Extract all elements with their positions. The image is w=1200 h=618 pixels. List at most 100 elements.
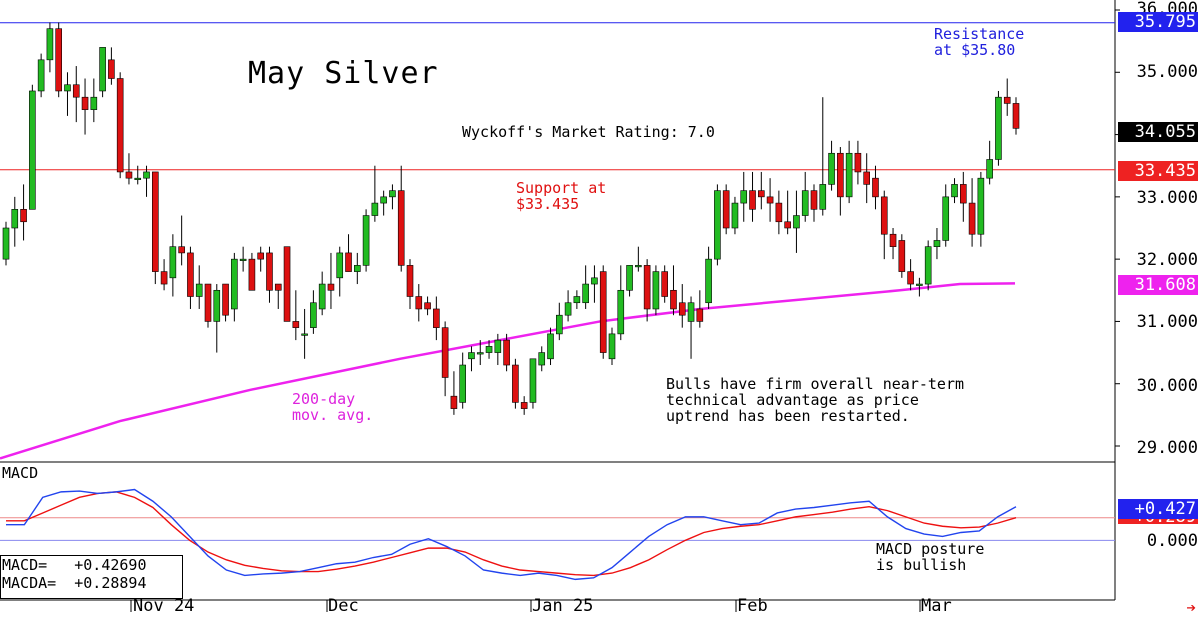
candle-body xyxy=(90,96,98,110)
candle-body xyxy=(749,190,756,210)
candle-body xyxy=(898,240,906,272)
candle-body xyxy=(248,258,256,291)
candle-body xyxy=(661,271,668,297)
x-label-feb: Feb xyxy=(737,596,768,616)
candle-body xyxy=(213,289,221,322)
candle-body xyxy=(160,271,168,285)
moving-average-annotation: 200-day mov. avg. xyxy=(292,390,374,424)
candle-body xyxy=(318,283,326,310)
candle-body xyxy=(257,252,264,260)
candle-body xyxy=(406,265,414,297)
price-tick: 31.000 xyxy=(1136,312,1198,332)
candle-body xyxy=(819,184,827,210)
price-tick: 35.000 xyxy=(1136,62,1198,82)
candle-body xyxy=(942,196,950,241)
candle-body xyxy=(1003,96,1011,104)
macd-zero-tick: 0.000 xyxy=(1146,531,1198,551)
candle-body xyxy=(476,352,484,355)
candle-body xyxy=(450,395,458,409)
candle-body xyxy=(705,258,712,304)
candle-body xyxy=(670,289,677,310)
candle-body xyxy=(793,215,800,229)
candle-body xyxy=(274,283,282,291)
candle-body xyxy=(231,258,238,310)
candle-body xyxy=(740,190,748,204)
candle-body xyxy=(916,283,923,286)
candle-body xyxy=(178,246,185,254)
candle-body xyxy=(968,202,976,235)
candle-body xyxy=(951,184,958,198)
candle-body xyxy=(380,196,387,204)
candle-body xyxy=(485,346,493,353)
candle-body xyxy=(222,283,229,316)
ma-200-line xyxy=(0,282,1016,460)
candle-body xyxy=(828,152,835,185)
candle-body xyxy=(397,190,405,266)
candle-body xyxy=(143,171,150,179)
macd-readout-box: MACD= +0.42690 MACDA= +0.28894 xyxy=(0,555,183,599)
price-tick: 30.000 xyxy=(1136,376,1198,396)
candle-body xyxy=(371,202,379,216)
bulls-annotation: Bulls have firm overall near-term techni… xyxy=(666,375,965,425)
candle-body xyxy=(731,202,739,229)
candle-body xyxy=(538,352,546,366)
candle-body xyxy=(187,252,194,297)
candle-body xyxy=(327,283,335,291)
candle-body xyxy=(582,283,589,304)
candle-body xyxy=(775,202,783,223)
x-label-nov: Nov 24 xyxy=(133,596,195,616)
scroll-left-arrow-icon[interactable]: ➔ xyxy=(1186,598,1196,617)
candle-body xyxy=(626,265,633,291)
candle-body xyxy=(766,196,774,204)
candle-body xyxy=(169,246,177,279)
candle-body xyxy=(810,190,818,210)
candle-body xyxy=(889,233,897,247)
candle-body xyxy=(292,321,300,328)
macd-line xyxy=(6,488,1017,581)
candle-body xyxy=(933,240,941,247)
candle-body xyxy=(239,258,247,261)
candle-body xyxy=(195,283,203,297)
candle-body xyxy=(46,28,54,61)
candle-body xyxy=(986,159,993,179)
candle-body xyxy=(635,265,642,268)
candle-body xyxy=(678,302,686,316)
x-label-jan: Jan 25 xyxy=(532,596,594,616)
candle-body xyxy=(424,302,431,310)
x-label-mar: Mar xyxy=(921,596,952,616)
price-tick: 29.000 xyxy=(1136,438,1198,458)
candle-body xyxy=(714,190,721,260)
candle-body xyxy=(20,209,27,223)
candle-body xyxy=(687,302,695,322)
candle-body xyxy=(108,59,115,79)
candle-body xyxy=(643,265,651,310)
candle-body xyxy=(494,339,502,353)
candle-body xyxy=(116,78,124,173)
candle-body xyxy=(345,252,352,272)
candle-body xyxy=(37,59,45,92)
candle-body xyxy=(362,215,370,266)
support-annotation: Support at $33.435 xyxy=(516,179,607,213)
candle-body xyxy=(310,302,317,328)
candle-body xyxy=(573,296,581,304)
candle-body xyxy=(283,246,291,322)
price-tick: 32.000 xyxy=(1136,250,1198,270)
candle-body xyxy=(125,171,133,179)
candle-body xyxy=(72,84,80,98)
candle-body xyxy=(64,84,71,92)
candle-body xyxy=(152,171,159,272)
candle-body xyxy=(722,190,730,229)
candle-body xyxy=(204,283,212,322)
candle-body xyxy=(441,327,449,378)
candle-body xyxy=(845,152,853,198)
candle-body xyxy=(617,289,625,335)
candle-body xyxy=(512,364,519,403)
candle-body xyxy=(907,271,914,285)
candle-body xyxy=(758,190,765,198)
candle-body xyxy=(837,152,844,198)
macd-readout: MACD= +0.42690 xyxy=(2,556,147,574)
candle-body xyxy=(977,177,985,235)
candle-body xyxy=(696,308,704,322)
resistance-price-tag: 35.795 xyxy=(1118,12,1198,32)
candle-body xyxy=(99,47,106,92)
